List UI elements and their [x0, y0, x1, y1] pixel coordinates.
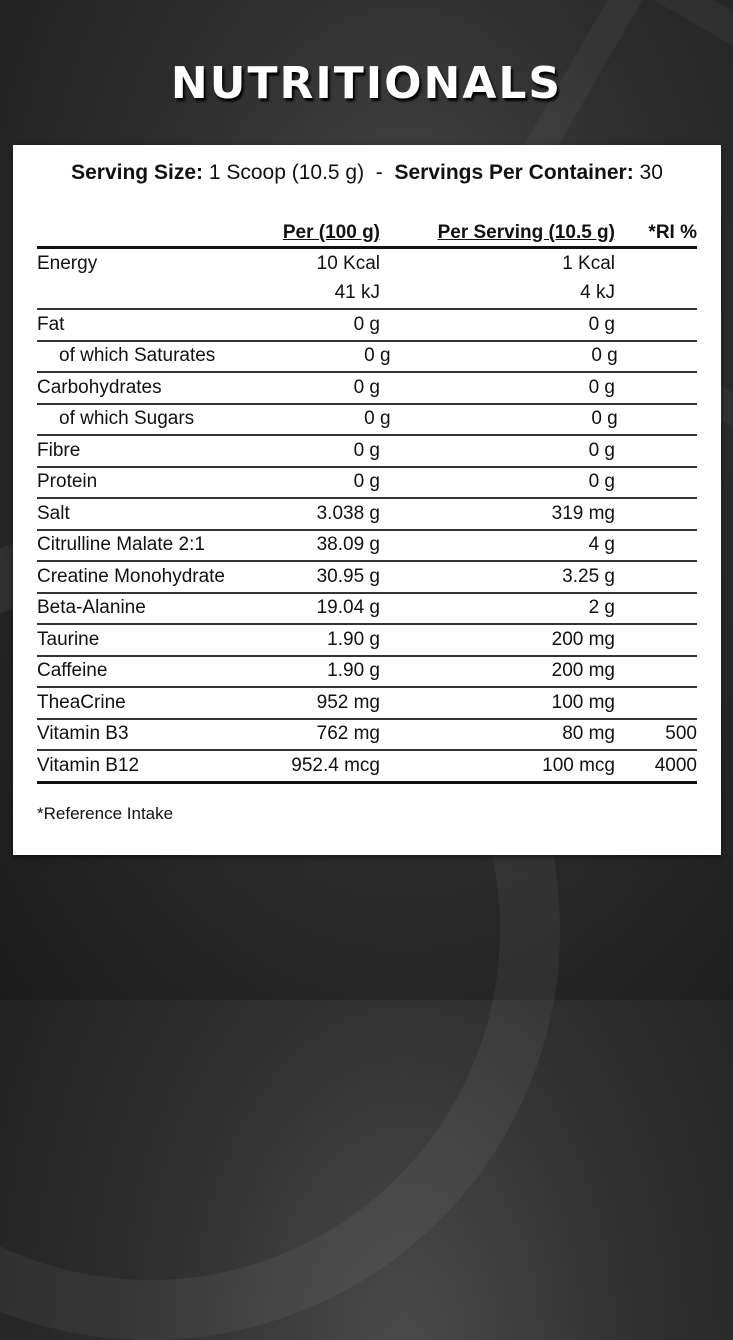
table-row: Energy 10 Kcal 1 Kcal [37, 249, 697, 279]
table-row: of which Saturates 0 g 0 g [37, 342, 697, 373]
value-per-100g: 41 kJ [334, 282, 380, 304]
nutrient-name: Vitamin B3 [37, 723, 129, 745]
value-per-serving: 2 g [588, 597, 615, 619]
nutrient-name: Taurine [37, 628, 100, 650]
value-per-serving: 0 g [588, 313, 615, 335]
servings-per-container-label: Servings Per Container: [394, 161, 634, 184]
value-per-serving: 319 mg [551, 502, 615, 524]
nutrition-panel: Serving Size: 1 Scoop (10.5 g) - Serving… [13, 145, 721, 855]
nutrient-name: TheaCrine [37, 691, 126, 713]
value-per-100g: 19.04 g [316, 597, 380, 619]
value-per-100g: 0 g [353, 313, 380, 335]
table-row: of which Sugars 0 g 0 g [37, 405, 697, 436]
header-ri-percent: *RI % [648, 222, 697, 243]
value-ri-percent: 500 [665, 723, 697, 745]
table-row: Creatine Monohydrate 30.95 g 3.25 g [37, 562, 697, 594]
table-row: Vitamin B3 762 mg 80 mg 500 [37, 720, 697, 751]
nutrition-table: Per (100 g) Per Serving (10.5 g) *RI % E… [37, 221, 697, 784]
table-row: Fibre 0 g 0 g [37, 436, 697, 468]
value-per-100g: 0 g [353, 439, 380, 461]
value-per-serving: 200 mg [551, 628, 615, 650]
table-row: Beta-Alanine 19.04 g 2 g [37, 594, 697, 625]
table-row: Fat 0 g 0 g [37, 310, 697, 342]
value-per-100g: 38.09 g [316, 534, 380, 556]
value-per-100g: 952 mg [316, 691, 380, 713]
header-per-serving: Per Serving (10.5 g) [437, 222, 615, 243]
value-per-serving: 0 g [588, 471, 615, 493]
nutrient-name: Energy [37, 252, 98, 274]
nutrient-name: Beta-Alanine [37, 597, 146, 619]
value-per-serving: 0 g [591, 345, 618, 367]
value-per-serving: 0 g [591, 408, 618, 430]
value-per-100g: 30.95 g [316, 565, 380, 587]
table-row: Vitamin B12 952.4 mcg 100 mcg 4000 [37, 751, 697, 784]
value-per-100g: 762 mg [316, 723, 380, 745]
serving-separator: - [375, 161, 383, 184]
value-per-100g: 952.4 mcg [291, 754, 380, 776]
servings-per-container-value: 30 [639, 161, 663, 184]
nutrient-name: Fat [37, 313, 65, 335]
table-row: Salt 3.038 g 319 mg [37, 499, 697, 531]
nutrient-name: Protein [37, 471, 98, 493]
nutrient-name: Fibre [37, 439, 81, 461]
table-row: Taurine 1.90 g 200 mg [37, 625, 697, 657]
footnote: *Reference Intake [37, 804, 174, 823]
nutrient-name: Carbohydrates [37, 376, 162, 398]
value-per-100g: 0 g [353, 471, 380, 493]
serving-size-value: 1 Scoop (10.5 g) [208, 161, 365, 184]
table-row: Carbohydrates 0 g 0 g [37, 373, 697, 405]
value-per-serving: 1 Kcal [562, 252, 615, 274]
table-row: TheaCrine 952 mg 100 mg [37, 688, 697, 720]
serving-size-label: Serving Size: [71, 161, 203, 184]
nutrient-name: Salt [37, 502, 70, 524]
nutrient-name: Vitamin B12 [37, 754, 140, 776]
table-row: 41 kJ 4 kJ [37, 279, 697, 310]
value-per-serving: 0 g [588, 439, 615, 461]
serving-info: Serving Size: 1 Scoop (10.5 g) - Serving… [13, 161, 721, 185]
value-per-100g: 1.90 g [327, 628, 380, 650]
value-per-serving: 4 kJ [580, 282, 615, 304]
value-per-serving: 0 g [588, 376, 615, 398]
value-per-serving: 4 g [588, 534, 615, 556]
header-per-100g: Per (100 g) [282, 222, 380, 243]
nutrient-name: Creatine Monohydrate [37, 565, 225, 587]
value-per-serving: 200 mg [551, 660, 615, 682]
value-per-serving: 100 mg [551, 691, 615, 713]
nutrient-name: of which Sugars [59, 408, 195, 430]
value-per-100g: 10 Kcal [316, 252, 380, 274]
table-row: Protein 0 g 0 g [37, 468, 697, 499]
table-row: Caffeine 1.90 g 200 mg [37, 657, 697, 688]
table-row: Citrulline Malate 2:1 38.09 g 4 g [37, 531, 697, 562]
value-per-serving: 100 mcg [542, 754, 615, 776]
value-ri-percent: 4000 [654, 754, 697, 776]
value-per-100g: 1.90 g [327, 660, 380, 682]
value-per-100g: 0 g [364, 345, 391, 367]
value-per-100g: 0 g [364, 408, 391, 430]
table-header: Per (100 g) Per Serving (10.5 g) *RI % [37, 221, 697, 249]
value-per-100g: 0 g [353, 376, 380, 398]
nutrient-name: Caffeine [37, 660, 108, 682]
value-per-serving: 80 mg [562, 723, 615, 745]
nutrient-name: Citrulline Malate 2:1 [37, 534, 205, 556]
value-per-serving: 3.25 g [562, 565, 615, 587]
page-title: NUTRITIONALS [170, 58, 563, 109]
value-per-100g: 3.038 g [316, 502, 380, 524]
nutrient-name: of which Saturates [59, 345, 216, 367]
